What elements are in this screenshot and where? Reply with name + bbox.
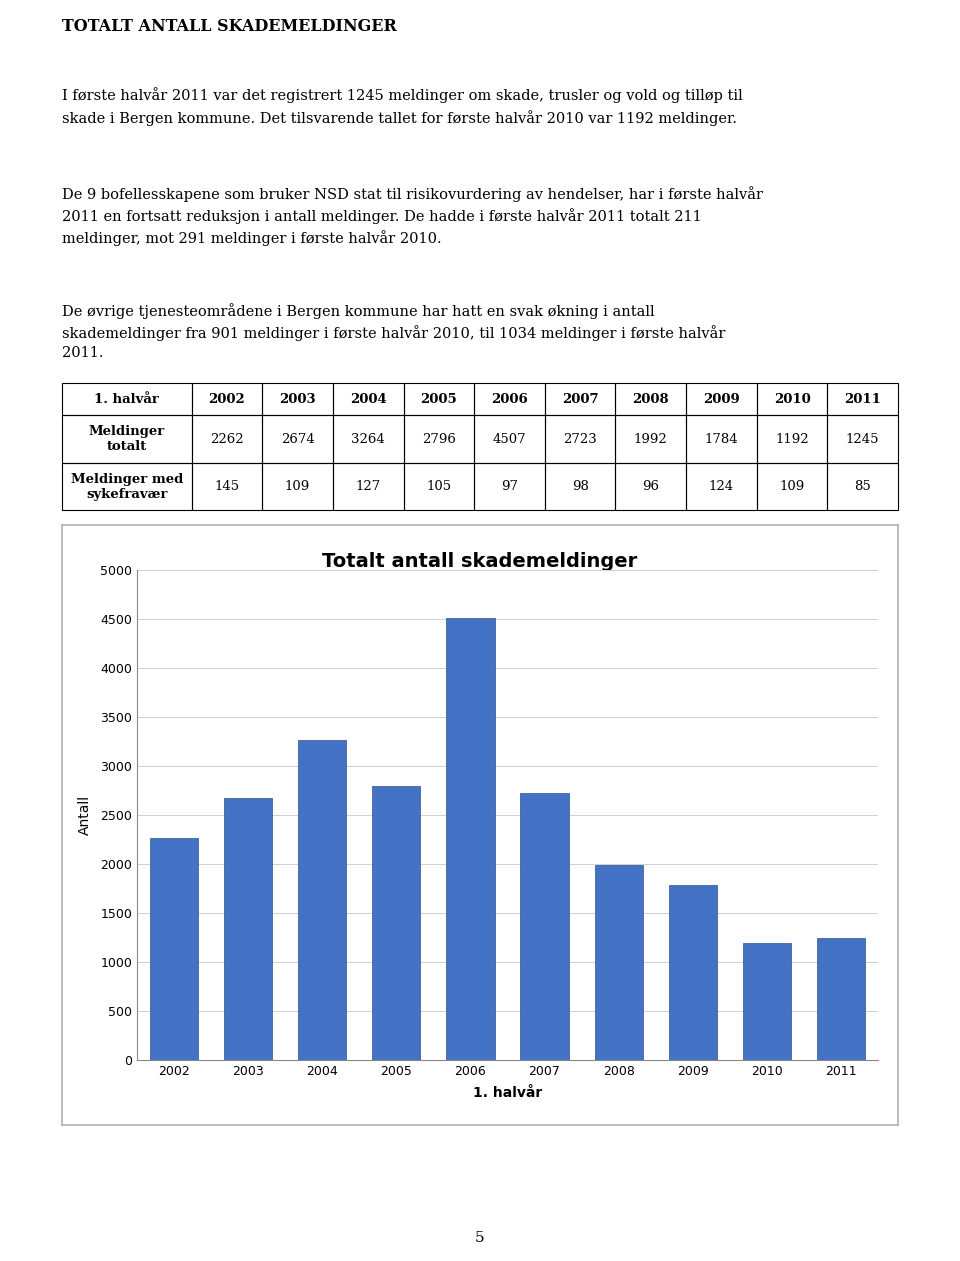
Text: 2007: 2007 — [562, 392, 598, 406]
Text: 2006: 2006 — [492, 392, 528, 406]
Text: 5: 5 — [475, 1231, 485, 1245]
Bar — [756, 463, 828, 509]
Bar — [62, 383, 192, 415]
Bar — [743, 943, 791, 1061]
Text: 3264: 3264 — [351, 433, 385, 445]
Text: 2004: 2004 — [349, 392, 387, 406]
Text: 2008: 2008 — [633, 392, 669, 406]
Text: 2002: 2002 — [208, 392, 245, 406]
Text: 96: 96 — [642, 480, 660, 493]
Bar — [262, 383, 333, 415]
Bar — [474, 383, 544, 415]
Bar — [446, 618, 494, 1061]
Bar — [756, 415, 828, 463]
Bar — [828, 415, 898, 463]
Text: De øvrige tjenesteområdene i Bergen kommune har hatt en svak økning i antall
ska: De øvrige tjenesteområdene i Bergen komm… — [62, 303, 726, 361]
Bar — [224, 798, 273, 1061]
Text: 2005: 2005 — [420, 392, 457, 406]
Bar — [594, 865, 643, 1061]
Text: 2674: 2674 — [280, 433, 315, 445]
Bar — [669, 885, 717, 1061]
Bar — [544, 463, 615, 509]
Text: Totalt antall skademeldinger: Totalt antall skademeldinger — [323, 552, 637, 571]
Text: 2796: 2796 — [421, 433, 456, 445]
Text: 97: 97 — [501, 480, 518, 493]
Text: 1245: 1245 — [846, 433, 879, 445]
Text: 98: 98 — [571, 480, 588, 493]
Text: Meldinger med
sykefravær: Meldinger med sykefravær — [71, 473, 183, 501]
Bar — [192, 415, 262, 463]
Bar — [62, 463, 192, 509]
X-axis label: 1. halvår: 1. halvår — [473, 1086, 542, 1100]
Bar — [403, 415, 474, 463]
Bar — [372, 786, 420, 1061]
Bar — [817, 938, 865, 1061]
Bar — [150, 839, 198, 1061]
Text: 1784: 1784 — [705, 433, 738, 445]
Bar — [192, 463, 262, 509]
Text: 85: 85 — [854, 480, 871, 493]
Bar — [62, 415, 192, 463]
Bar — [474, 463, 544, 509]
Text: 145: 145 — [214, 480, 239, 493]
Bar — [615, 383, 686, 415]
Text: 2011: 2011 — [844, 392, 881, 406]
Bar — [615, 463, 686, 509]
Bar — [474, 415, 544, 463]
Text: 1992: 1992 — [634, 433, 667, 445]
Text: 109: 109 — [780, 480, 804, 493]
Bar — [828, 463, 898, 509]
Text: 124: 124 — [708, 480, 734, 493]
Y-axis label: Antall: Antall — [78, 794, 92, 835]
Bar — [333, 383, 403, 415]
Text: Meldinger
totalt: Meldinger totalt — [88, 425, 165, 453]
Text: 2003: 2003 — [279, 392, 316, 406]
Text: 2262: 2262 — [210, 433, 244, 445]
Text: 2010: 2010 — [774, 392, 810, 406]
Bar — [686, 415, 756, 463]
Text: 105: 105 — [426, 480, 451, 493]
Text: 2009: 2009 — [703, 392, 740, 406]
Bar — [544, 415, 615, 463]
Text: 4507: 4507 — [492, 433, 526, 445]
Bar — [544, 383, 615, 415]
Bar — [403, 463, 474, 509]
Bar — [262, 415, 333, 463]
Bar — [615, 415, 686, 463]
Bar — [192, 383, 262, 415]
Bar — [403, 383, 474, 415]
Bar — [756, 383, 828, 415]
Bar — [262, 463, 333, 509]
Text: 1. halvår: 1. halvår — [94, 392, 159, 406]
Text: I første halvår 2011 var det registrert 1245 meldinger om skade, trusler og vold: I første halvår 2011 var det registrert … — [62, 87, 743, 126]
Text: 127: 127 — [355, 480, 381, 493]
Text: 2723: 2723 — [564, 433, 597, 445]
Text: 109: 109 — [285, 480, 310, 493]
Bar — [299, 740, 347, 1061]
Bar — [520, 793, 568, 1061]
Bar — [333, 415, 403, 463]
Bar — [333, 463, 403, 509]
Text: TOTALT ANTALL SKADEMELDINGER: TOTALT ANTALL SKADEMELDINGER — [62, 18, 396, 35]
Bar — [686, 463, 756, 509]
Bar — [686, 383, 756, 415]
Bar — [828, 383, 898, 415]
Text: 1192: 1192 — [776, 433, 809, 445]
Text: De 9 bofellesskapene som bruker NSD stat til risikovurdering av hendelser, har i: De 9 bofellesskapene som bruker NSD stat… — [62, 185, 763, 246]
